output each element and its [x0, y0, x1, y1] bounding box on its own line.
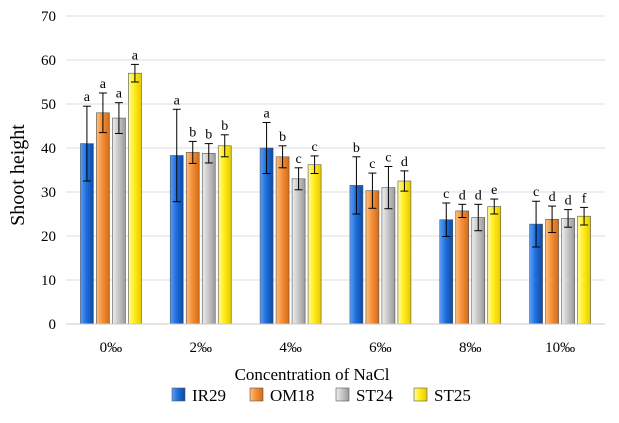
bar-OM18-4	[455, 210, 470, 325]
legend-label: ST24	[356, 386, 393, 405]
significance-letter: c	[533, 185, 539, 200]
y-axis-label: Shoot height	[7, 124, 29, 226]
significance-letter: b	[189, 125, 196, 140]
significance-letter: c	[385, 150, 391, 165]
x-tick-label: 6‰	[369, 340, 392, 356]
bar-ST25-1	[217, 145, 232, 325]
bar-ST25-3	[397, 180, 412, 325]
significance-letter: a	[84, 90, 91, 105]
significance-letter: b	[279, 130, 286, 145]
bar-ST24-0	[112, 117, 126, 325]
y-tick-label: 20	[41, 229, 56, 245]
significance-letter: d	[401, 155, 408, 170]
legend-item-ST24: ST24	[335, 386, 393, 405]
legend-label: ST25	[434, 386, 471, 405]
x-tick-label: 10‰	[545, 340, 575, 356]
y-tick-label: 40	[41, 141, 56, 157]
bar-OM18-3	[365, 190, 380, 325]
significance-letter: c	[443, 187, 449, 202]
bar-IR29-2	[259, 147, 274, 325]
legend-swatch	[171, 387, 186, 402]
significance-letter: b	[353, 141, 360, 156]
bar-ST25-2	[307, 164, 322, 325]
bar-ST24-1	[201, 152, 216, 325]
legend: IR29 OM18 ST24 ST25	[171, 386, 471, 405]
significance-letter: a	[174, 93, 181, 108]
bar-ST24-4	[471, 217, 486, 325]
legend-label: OM18	[270, 386, 314, 405]
x-tick-label: 0‰	[100, 340, 123, 356]
bar-OM18-1	[185, 152, 200, 325]
significance-letter: d	[475, 188, 482, 203]
legend-item-OM18: OM18	[249, 386, 314, 405]
significance-letter: e	[491, 183, 497, 198]
legend-item-ST25: ST25	[413, 386, 471, 405]
y-tick-label: 70	[41, 9, 56, 25]
legend-label: IR29	[192, 386, 226, 405]
bar-OM18-0	[96, 112, 110, 325]
y-tick-label: 10	[41, 273, 56, 289]
significance-letter: b	[205, 128, 212, 143]
significance-letter: b	[221, 119, 228, 134]
bar-ST25-0	[128, 72, 142, 325]
significance-letter: a	[100, 77, 107, 92]
y-tick-label: 0	[49, 317, 57, 333]
y-tick-label: 30	[41, 185, 56, 201]
bar-OM18-2	[275, 156, 290, 325]
legend-item-IR29: IR29	[171, 386, 226, 405]
bar-ST25-5	[577, 215, 591, 325]
legend-swatch	[413, 387, 428, 402]
bar-ST24-5	[561, 218, 575, 325]
bar-ST24-2	[291, 178, 306, 325]
x-tick-label: 8‰	[459, 340, 482, 356]
bar-ST25-4	[487, 206, 502, 325]
x-tick-label: 4‰	[279, 340, 302, 356]
significance-letter: a	[263, 106, 270, 121]
significance-letter: f	[582, 191, 587, 206]
significance-letter: a	[132, 48, 139, 63]
significance-letter: d	[459, 188, 466, 203]
significance-letter: d	[549, 190, 556, 205]
significance-letter: c	[369, 157, 375, 172]
legend-swatch	[249, 387, 264, 402]
x-axis-label: Concentration of NaCl	[235, 365, 390, 384]
y-tick-label: 50	[41, 97, 56, 113]
significance-letter: a	[116, 87, 123, 102]
legend-swatch	[335, 387, 350, 402]
y-tick-label: 60	[41, 53, 56, 69]
bar-OM18-5	[545, 218, 559, 325]
significance-letter: c	[311, 140, 317, 155]
significance-letter: c	[295, 152, 301, 167]
x-tick-label: 2‰	[190, 340, 213, 356]
significance-letter: d	[565, 194, 572, 209]
